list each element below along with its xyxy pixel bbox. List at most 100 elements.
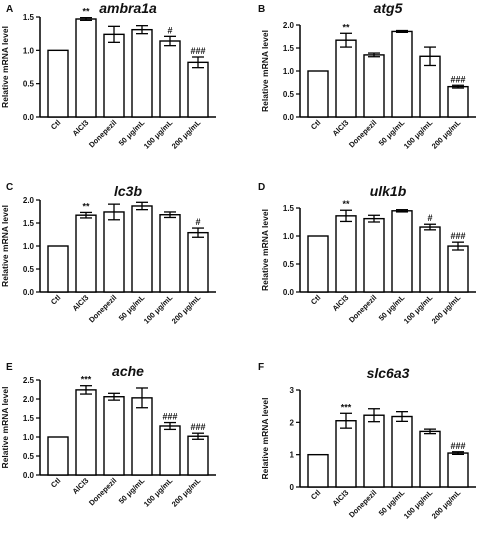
y-tick-label: 2.5 xyxy=(23,376,35,385)
x-tick-label: Donepezil xyxy=(87,293,118,324)
x-tick-label: Donepezil xyxy=(87,118,118,149)
x-tick-label: 100 μg/mL xyxy=(142,118,175,151)
panel-title: lc3b xyxy=(114,183,142,199)
bar xyxy=(47,245,69,293)
bar xyxy=(187,61,209,118)
significance-marker: *** xyxy=(341,402,352,412)
x-tick-label: Ctl xyxy=(309,118,322,131)
y-tick-label: 0.5 xyxy=(283,90,295,99)
x-tick-label: 100 μg/mL xyxy=(142,476,175,509)
significance-marker: ** xyxy=(82,201,90,211)
x-tick-label: AlCl3 xyxy=(70,476,90,496)
y-tick-label: 1.5 xyxy=(283,204,295,213)
x-tick-label: 100 μg/mL xyxy=(402,293,435,326)
significance-marker: ### xyxy=(450,74,465,84)
panel-title: atg5 xyxy=(374,0,403,16)
significance-marker: # xyxy=(167,25,172,35)
bar xyxy=(363,217,385,293)
y-tick-label: 1.0 xyxy=(283,67,295,76)
panel-letter: E xyxy=(6,362,13,373)
x-tick-label: 100 μg/mL xyxy=(142,293,175,326)
y-tick-label: 0.0 xyxy=(23,471,35,480)
y-tick-label: 1.5 xyxy=(23,414,35,423)
x-tick-label: 200 μg/mL xyxy=(170,476,203,509)
significance-marker: ### xyxy=(450,231,465,241)
bar xyxy=(391,415,413,488)
bar xyxy=(335,420,357,488)
bar xyxy=(47,49,69,118)
panel-letter: B xyxy=(258,4,265,15)
y-axis-label: Relative mRNA level xyxy=(260,398,270,480)
bar xyxy=(75,214,97,293)
bar xyxy=(335,215,357,293)
significance-marker: ** xyxy=(342,22,350,32)
y-tick-label: 0.5 xyxy=(23,452,35,461)
y-axis-label: Relative mRNA level xyxy=(0,26,10,108)
bar xyxy=(159,425,181,476)
panel-letter: C xyxy=(6,182,13,193)
panel-letter: D xyxy=(258,182,265,193)
x-tick-label: 200 μg/mL xyxy=(430,118,463,151)
x-tick-label: 200 μg/mL xyxy=(170,118,203,151)
bar xyxy=(103,396,125,476)
bar xyxy=(391,30,413,118)
significance-marker: ### xyxy=(162,412,177,422)
y-tick-label: 0.0 xyxy=(23,288,35,297)
y-tick-label: 1.0 xyxy=(23,46,35,55)
y-tick-label: 3 xyxy=(290,386,295,395)
x-tick-label: AlCl3 xyxy=(70,293,90,313)
y-axis-label: Relative mRNA level xyxy=(260,209,270,291)
x-tick-label: Ctl xyxy=(49,476,62,489)
bar xyxy=(447,85,469,118)
significance-marker: ### xyxy=(190,422,205,432)
y-tick-label: 0.0 xyxy=(283,288,295,297)
x-tick-label: 200 μg/mL xyxy=(170,293,203,326)
significance-marker: *** xyxy=(81,375,92,385)
bar xyxy=(75,389,97,476)
significance-marker: ### xyxy=(450,441,465,451)
x-tick-label: Donepezil xyxy=(347,488,378,519)
y-axis-label: Relative mRNA level xyxy=(0,387,10,469)
x-tick-label: AlCl3 xyxy=(330,293,350,313)
y-tick-label: 1.5 xyxy=(283,44,295,53)
x-tick-label: AlCl3 xyxy=(70,118,90,138)
bar xyxy=(187,231,209,293)
bar xyxy=(419,226,441,293)
y-tick-label: 0.5 xyxy=(23,265,35,274)
y-tick-label: 0.0 xyxy=(283,113,295,122)
y-tick-label: 0.5 xyxy=(23,80,35,89)
x-tick-label: 200 μg/mL xyxy=(430,293,463,326)
bar xyxy=(75,18,97,118)
x-tick-label: AlCl3 xyxy=(330,488,350,508)
bar xyxy=(131,397,153,476)
y-tick-label: 1.0 xyxy=(23,433,35,442)
y-tick-label: 2.0 xyxy=(283,21,295,30)
bar xyxy=(391,210,413,293)
bar xyxy=(307,235,329,293)
x-tick-label: AlCl3 xyxy=(330,118,350,138)
y-axis-label: Relative mRNA level xyxy=(260,30,270,112)
bar xyxy=(131,28,153,118)
bar xyxy=(159,40,181,118)
x-tick-label: Ctl xyxy=(49,293,62,306)
y-tick-label: 2 xyxy=(290,418,295,427)
y-tick-label: 0.5 xyxy=(283,260,295,269)
x-tick-label: Donepezil xyxy=(347,118,378,149)
x-tick-label: 100 μg/mL xyxy=(402,118,435,151)
significance-marker: # xyxy=(195,217,200,227)
y-tick-label: 2.0 xyxy=(23,395,35,404)
bar xyxy=(47,436,69,476)
x-tick-label: 100 μg/mL xyxy=(402,488,435,521)
y-tick-label: 0 xyxy=(290,483,295,492)
panel-letter: A xyxy=(6,4,13,15)
bar xyxy=(363,414,385,488)
y-tick-label: 1.0 xyxy=(23,242,35,251)
bar xyxy=(187,435,209,476)
x-tick-label: Donepezil xyxy=(347,293,378,324)
